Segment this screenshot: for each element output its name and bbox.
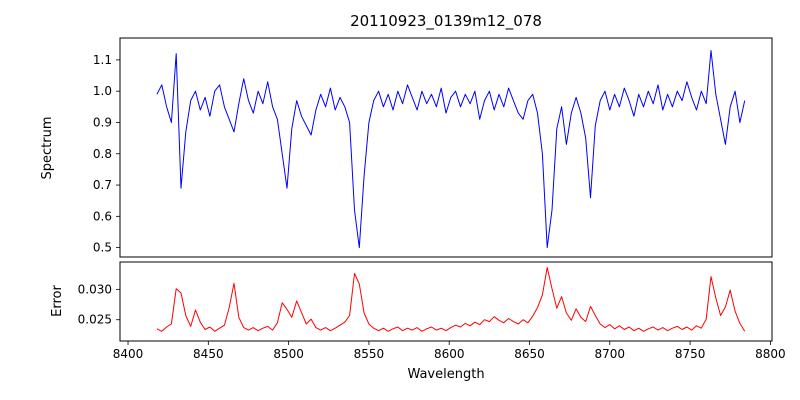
spectrum-y-tick-label: 0.6 [93, 209, 112, 223]
spectrum-y-tick-label: 1.0 [93, 84, 112, 98]
error-line [156, 267, 746, 332]
spectrum-y-tick-label: 0.9 [93, 115, 112, 129]
error-x-tick-label: 8650 [514, 347, 545, 361]
error-x-tick-label: 8450 [193, 347, 224, 361]
spectrum-axes-frame [119, 37, 773, 258]
error-y-tick-label: 0.030 [78, 282, 112, 296]
error-x-tick-label: 8400 [113, 347, 144, 361]
chart-title: 20110923_0139m12_078 [350, 12, 542, 30]
error-x-tick-label: 8750 [675, 347, 706, 361]
error-x-tick-label: 8700 [595, 347, 626, 361]
error-x-tick-label: 8550 [354, 347, 385, 361]
spectrum-y-tick-label: 0.7 [93, 178, 112, 192]
error-axes-frame [119, 261, 773, 342]
spectrum-y-tick-label: 0.5 [93, 241, 112, 255]
spectrum-line [156, 50, 746, 249]
error-x-tick-label: 8600 [434, 347, 465, 361]
error-y-tick-label: 0.025 [78, 313, 112, 327]
error-x-tick-label: 8500 [273, 347, 304, 361]
x-axis-label: Wavelength [407, 367, 485, 382]
error-x-tick-label: 8800 [755, 347, 786, 361]
spectrum-y-tick-label: 0.8 [93, 147, 112, 161]
spectrum-y-tick-label: 1.1 [93, 53, 112, 67]
